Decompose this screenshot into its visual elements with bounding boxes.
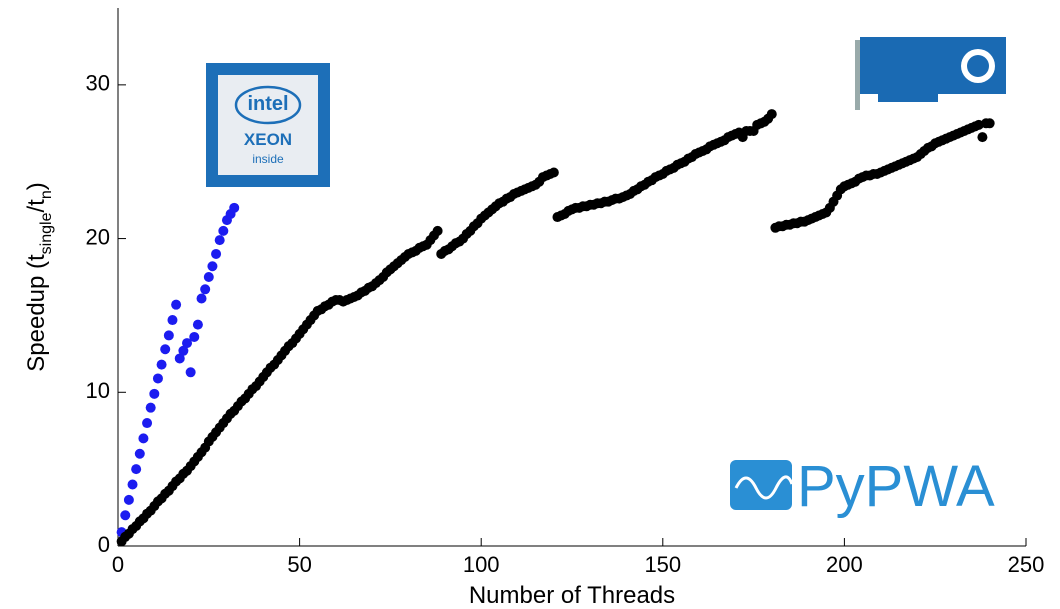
point [120,510,130,520]
point [142,418,152,428]
x-tick-label: 0 [112,552,124,577]
x-axis-label: Number of Threads [469,582,675,609]
pypwa-logo: PyPWA [730,454,995,519]
y-axis-label-part: single [38,212,55,254]
y-axis-label-part: /t [23,199,50,213]
point [229,203,239,213]
point [193,320,203,330]
x-tick-label: 250 [1008,552,1045,577]
point [200,284,210,294]
point [207,261,217,271]
point [138,433,148,443]
x-tick-label: 100 [463,552,500,577]
point [146,403,156,413]
y-axis-label-part: Speedup (t [23,254,50,372]
y-axis-label: Speedup (tsingle/tn) [23,182,55,371]
point [149,389,159,399]
point [167,315,177,325]
point [215,235,225,245]
point [157,360,167,370]
point [131,464,141,474]
point [767,109,777,119]
point [218,226,228,236]
logo-text: XEON [244,130,292,149]
x-tick-label: 150 [644,552,681,577]
gpu-connector [878,94,938,102]
logo-text: intel [247,93,288,115]
point [433,226,443,236]
point [128,480,138,490]
gpu-fan-hub [967,55,989,77]
point [153,373,163,383]
logo-text: PyPWA [797,454,995,519]
point [124,495,134,505]
y-tick-label: 20 [86,224,110,249]
point [171,300,181,310]
point [977,132,987,142]
point [164,330,174,340]
logo-text: inside [252,152,284,166]
gpu-image [855,37,1006,110]
y-tick-label: 0 [98,532,110,557]
chart: intel XEON inside PyPWA 0 50 100 150 200 250 0… [0,0,1060,609]
point [985,118,995,128]
point [189,332,199,342]
point [204,272,214,282]
point [549,167,559,177]
point [135,449,145,459]
intel-logo: intel XEON inside [206,63,330,187]
y-tick-label: 10 [86,378,110,403]
y-tick-label: 30 [86,71,110,96]
point [186,367,196,377]
gpu-bracket [855,40,860,110]
x-tick-label: 200 [826,552,863,577]
point [160,344,170,354]
x-tick-label: 50 [287,552,311,577]
point [197,294,207,304]
y-axis-label-part: ) [23,182,50,190]
point [211,249,221,259]
y-axis-label-part: n [38,190,55,199]
